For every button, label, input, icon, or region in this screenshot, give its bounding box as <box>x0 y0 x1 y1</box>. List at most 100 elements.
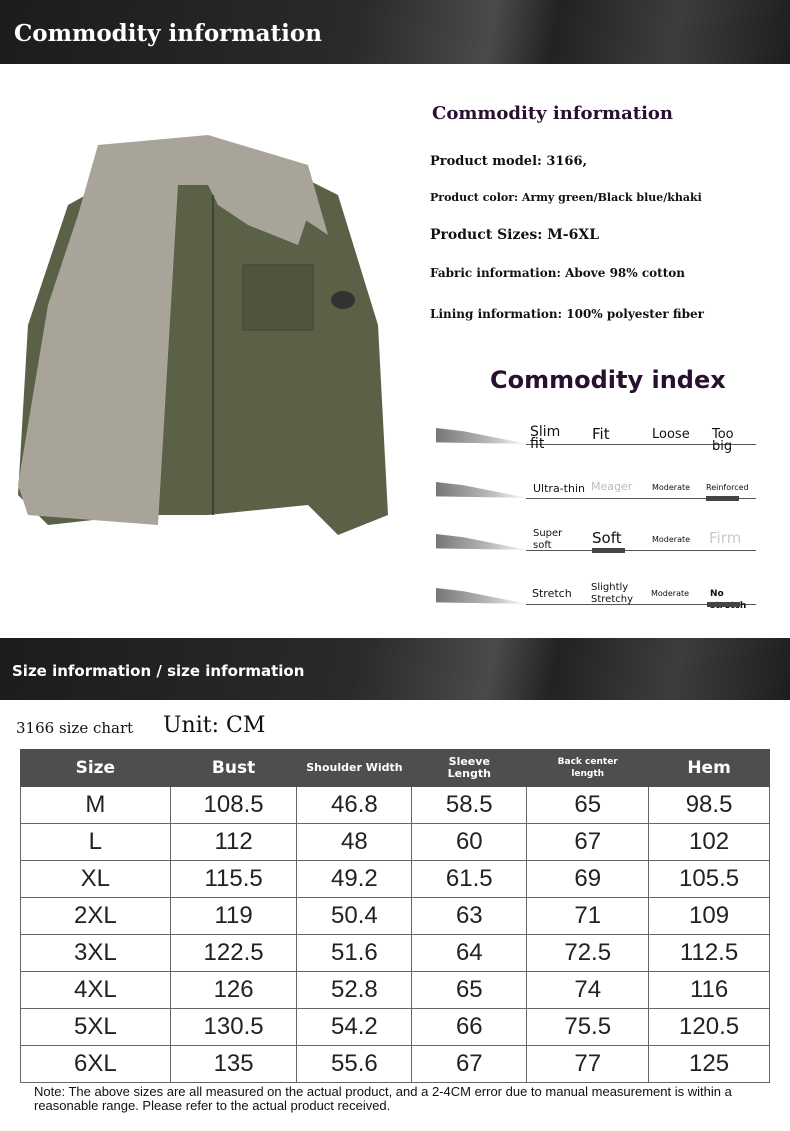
table-cell: 58.5 <box>411 786 528 824</box>
table-cell: 67 <box>526 823 650 861</box>
index-label: Soft <box>592 529 622 547</box>
table-cell: 122.5 <box>169 934 298 972</box>
index-label: Super soft <box>533 528 563 551</box>
index-label: Firm <box>709 529 742 547</box>
table-row: 3XL 122.5 51.6 64 72.5 112.5 <box>20 934 770 972</box>
table-cell: M <box>20 786 171 824</box>
index-label: No stretch <box>710 589 746 611</box>
table-cell: 125 <box>648 1045 770 1083</box>
table-cell: 60 <box>411 823 528 861</box>
table-cell: 66 <box>411 1008 528 1046</box>
index-label: Moderate <box>651 589 690 598</box>
table-row: 4XL 126 52.8 65 74 116 <box>20 971 770 1009</box>
table-header: Size Bust Shoulder Width Sleeve Length B… <box>20 749 770 787</box>
table-cell: 65 <box>411 971 528 1009</box>
lining-info: Lining information: 100% polyester fiber <box>430 307 704 321</box>
table-cell: 65 <box>526 786 650 824</box>
table-cell: 108.5 <box>169 786 298 824</box>
table-cell: 48 <box>296 823 413 861</box>
table-cell: 126 <box>169 971 298 1009</box>
selected-indicator <box>707 602 740 607</box>
table-cell: 74 <box>526 971 650 1009</box>
index-label: Moderate <box>652 535 691 544</box>
info-title: Commodity information <box>432 103 674 124</box>
index-label: Reinforced <box>706 483 749 492</box>
table-cell: 115.5 <box>169 860 298 898</box>
index-label: Stretch <box>532 587 572 600</box>
index-label: Moderate <box>652 483 691 492</box>
index-label: Meager <box>591 480 633 493</box>
table-cell: 63 <box>411 897 528 935</box>
table-cell: 64 <box>411 934 528 972</box>
table-cell: 105.5 <box>648 860 770 898</box>
index-label: Too big <box>712 427 734 454</box>
table-cell: 69 <box>526 860 650 898</box>
table-cell: 3XL <box>20 934 171 972</box>
banner-title: Size information / size information <box>12 662 305 680</box>
index-label: Ultra-thin <box>533 482 585 495</box>
table-cell: 67 <box>411 1045 528 1083</box>
table-cell: 4XL <box>20 971 171 1009</box>
jacket-product-image <box>18 135 388 535</box>
table-cell: 51.6 <box>296 934 413 972</box>
table-cell: 72.5 <box>526 934 650 972</box>
table-cell: 2XL <box>20 897 171 935</box>
index-row-thickness: Ultra-thin Meager Moderate Reinforced <box>436 474 756 514</box>
table-cell: 77 <box>526 1045 650 1083</box>
table-row: XL 115.5 49.2 61.5 69 105.5 <box>20 860 770 898</box>
product-color: Product color: Army green/Black blue/kha… <box>430 191 702 204</box>
unit-label: Unit: CM <box>163 713 266 738</box>
header-bust: Bust <box>169 749 298 787</box>
top-banner: Commodity information <box>0 0 790 64</box>
table-cell: 6XL <box>20 1045 171 1083</box>
table-cell: 116 <box>648 971 770 1009</box>
product-sizes: Product Sizes: M-6XL <box>430 227 600 243</box>
table-cell: 119 <box>169 897 298 935</box>
size-chart-label: 3166 size chart <box>16 719 134 737</box>
table-row: 6XL 135 55.6 67 77 125 <box>20 1045 770 1083</box>
header-back-length: Back center length <box>526 749 650 787</box>
table-cell: 75.5 <box>526 1008 650 1046</box>
table-row: 5XL 130.5 54.2 66 75.5 120.5 <box>20 1008 770 1046</box>
table-cell: XL <box>20 860 171 898</box>
header-hem: Hem <box>648 749 770 787</box>
table-cell: 120.5 <box>648 1008 770 1046</box>
table-cell: 112 <box>169 823 298 861</box>
table-cell: 130.5 <box>169 1008 298 1046</box>
selected-indicator <box>592 548 625 553</box>
selected-indicator <box>706 496 739 501</box>
index-label: Fit <box>592 425 610 443</box>
table-row: 2XL 119 50.4 63 71 109 <box>20 897 770 935</box>
product-model: Product model: 3166, <box>430 154 588 169</box>
table-cell: 46.8 <box>296 786 413 824</box>
index-row-fit: Slim fit Fit Loose Too big <box>436 420 756 460</box>
header-shoulder: Shoulder Width <box>296 749 413 787</box>
index-row-elasticity: Stretch Slightly Stretchy Moderate No st… <box>436 580 756 620</box>
table-cell: 50.4 <box>296 897 413 935</box>
fabric-info: Fabric information: Above 98% cotton <box>430 266 685 280</box>
banner-title: Commodity information <box>14 20 322 47</box>
table-cell: 102 <box>648 823 770 861</box>
table-cell: 98.5 <box>648 786 770 824</box>
table-cell: L <box>20 823 171 861</box>
table-cell: 109 <box>648 897 770 935</box>
measurement-note: Note: The above sizes are all measured o… <box>34 1084 732 1113</box>
table-cell: 135 <box>169 1045 298 1083</box>
table-cell: 5XL <box>20 1008 171 1046</box>
index-row-softness: Super soft Soft Moderate Firm <box>436 526 756 566</box>
table-cell: 112.5 <box>648 934 770 972</box>
header-sleeve: Sleeve Length <box>411 749 528 787</box>
table-cell: 55.6 <box>296 1045 413 1083</box>
index-label: Loose <box>652 427 690 442</box>
table-cell: 71 <box>526 897 650 935</box>
header-size: Size <box>20 749 171 787</box>
index-label: Slightly Stretchy <box>591 582 633 605</box>
size-table: Size Bust Shoulder Width Sleeve Length B… <box>20 749 770 1083</box>
table-row: L 112 48 60 67 102 <box>20 823 770 861</box>
table-cell: 52.8 <box>296 971 413 1009</box>
table-cell: 61.5 <box>411 860 528 898</box>
size-banner: Size information / size information <box>0 638 790 700</box>
table-cell: 54.2 <box>296 1008 413 1046</box>
table-row: M 108.5 46.8 58.5 65 98.5 <box>20 786 770 824</box>
index-title: Commodity index <box>490 366 726 394</box>
